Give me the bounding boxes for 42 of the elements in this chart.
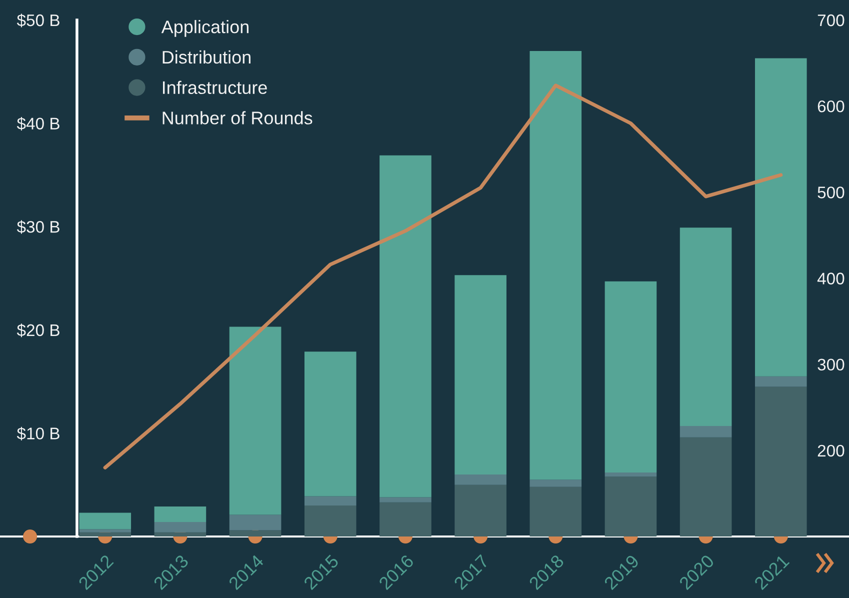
bar [680,228,732,426]
bar [530,480,582,487]
y2-tick-label: 400 [817,272,844,284]
bar [604,472,657,477]
bar [380,502,432,536]
bar [154,522,206,532]
bar [754,58,807,376]
bar [604,476,657,536]
bar [79,512,132,530]
y2-tick-label: 700 [818,14,844,26]
bar [304,506,356,536]
bar [304,496,356,506]
bar [530,486,582,536]
legend-label: Infrastructure [163,80,267,94]
y2-tick-label: 600 [818,100,844,112]
bar [754,386,807,536]
bar [754,376,807,387]
bar [680,426,732,438]
bar [530,50,582,480]
legend-label: Distribution [162,50,250,64]
y-tick-label: $10 B [16,426,60,440]
y2-tick-label: 500 [818,186,844,198]
y-tick-label: $30 B [16,220,60,234]
bar [454,484,506,536]
bar [304,352,356,496]
bar [229,326,282,515]
bar [380,497,432,502]
y-tick-label: $40 B [16,117,60,130]
y-tick-label: $20 B [16,324,60,338]
bar [454,275,506,475]
y2-tick-label: 200 [818,444,844,457]
bar [229,514,282,530]
y-tick-label: $50 B [16,14,60,28]
bar [79,529,132,532]
bar [380,155,432,498]
bar [154,506,206,522]
legend-label: Number of Rounds [162,111,312,124]
bar [454,474,506,485]
legend-label: Application [161,20,248,37]
bar [604,281,657,472]
y2-tick-label: 300 [818,358,844,371]
bar [680,437,732,536]
